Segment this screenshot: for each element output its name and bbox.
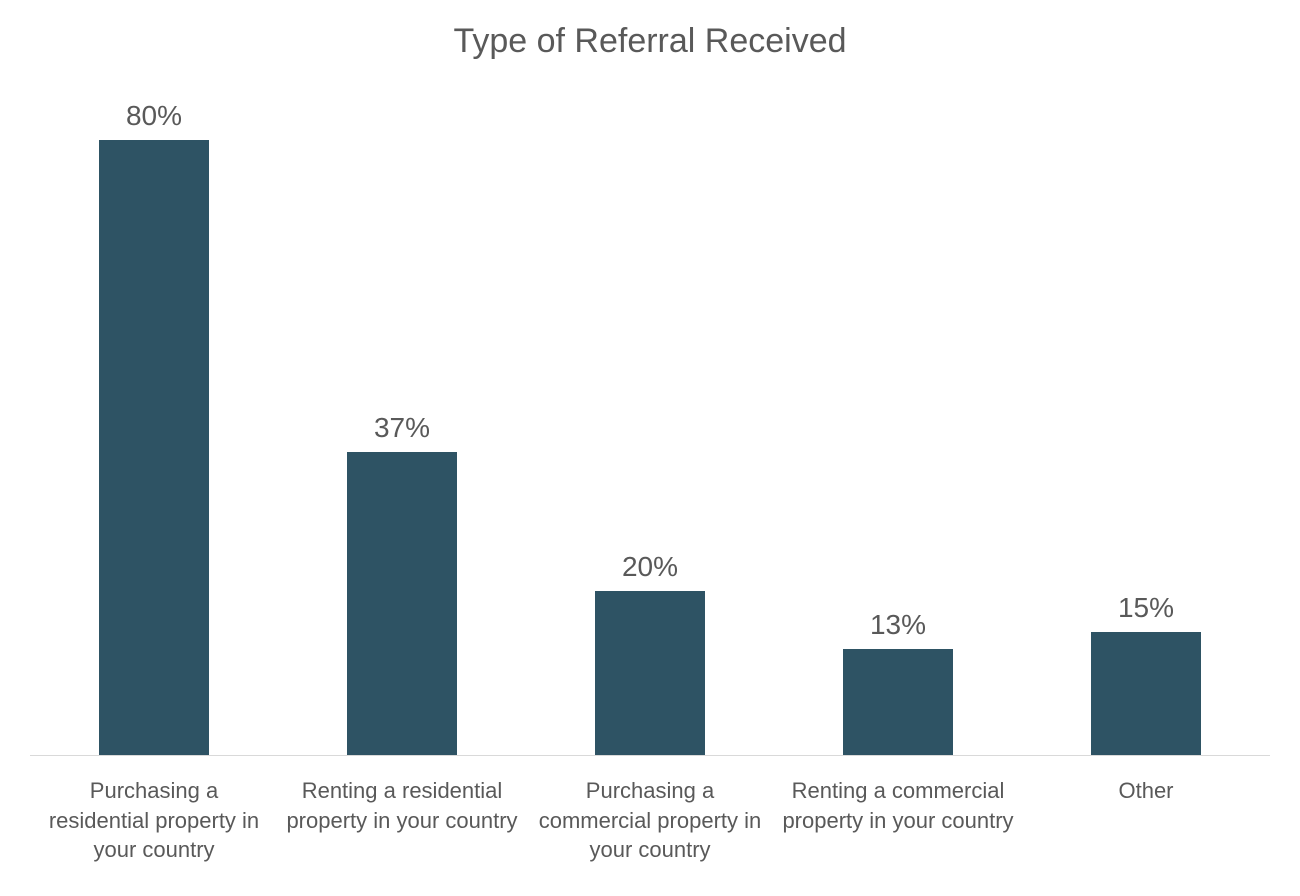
bar: [99, 140, 209, 755]
bar-value-label: 15%: [1118, 592, 1174, 624]
bar: [347, 452, 457, 755]
bar-value-label: 80%: [126, 100, 182, 132]
bar-slot: 80%: [30, 100, 278, 755]
category-label: Purchasing a commercial property in your…: [526, 766, 774, 896]
category-label: Renting a residential property in your c…: [278, 766, 526, 896]
bar: [843, 649, 953, 755]
chart-title: Type of Referral Received: [0, 22, 1300, 61]
bar-value-label: 13%: [870, 609, 926, 641]
category-label: Purchasing a residential property in you…: [30, 766, 278, 896]
category-label: Renting a commercial property in your co…: [774, 766, 1022, 896]
bar: [595, 591, 705, 755]
bar-chart: Type of Referral Received 80% 37% 20% 13% 15…: [0, 0, 1300, 896]
bar-slot: 13%: [774, 100, 1022, 755]
category-label: Other: [1022, 766, 1270, 896]
bar-slot: 20%: [526, 100, 774, 755]
bar-slot: 15%: [1022, 100, 1270, 755]
plot-area: 80% 37% 20% 13% 15%: [30, 100, 1270, 756]
bar-slot: 37%: [278, 100, 526, 755]
bar: [1091, 632, 1201, 755]
bar-value-label: 37%: [374, 412, 430, 444]
bar-value-label: 20%: [622, 551, 678, 583]
category-labels: Purchasing a residential property in you…: [30, 766, 1270, 896]
